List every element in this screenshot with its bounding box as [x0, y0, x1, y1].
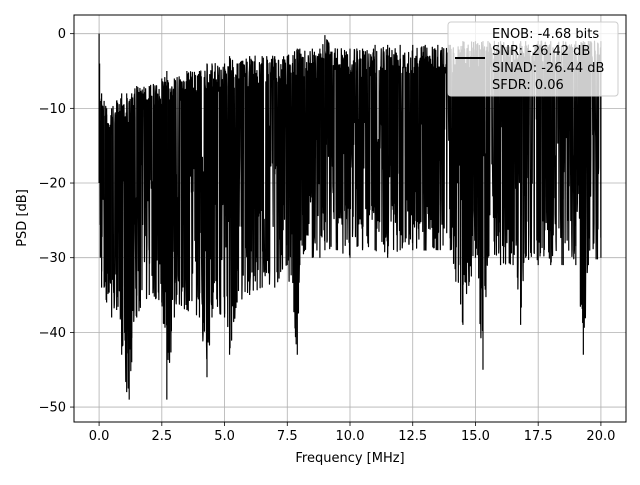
x-tick-label: 10.0	[336, 429, 365, 444]
x-tick-label: 15.0	[461, 429, 490, 444]
y-tick-label: −10	[39, 102, 66, 117]
x-tick-label: 17.5	[524, 429, 553, 444]
x-tick-label: 12.5	[398, 429, 427, 444]
legend: ENOB: -4.68 bits SNR: -26.42 dB SINAD: -…	[447, 21, 619, 97]
legend-enob: ENOB: -4.68 bits	[492, 27, 599, 42]
y-axis-label: PSD [dB]	[15, 189, 30, 247]
ticks: 0.0 2.5 5.0 7.5 10.0 12.5 15.0 17.5 20.0 0 −10 −20 −…	[39, 27, 616, 444]
x-tick-label: 0.0	[89, 429, 110, 444]
y-tick-label: −20	[39, 177, 66, 192]
x-tick-label: 2.5	[151, 429, 172, 444]
legend-box	[447, 21, 619, 97]
y-tick-label: −40	[39, 326, 66, 341]
x-axis-label: Frequency [MHz]	[295, 451, 404, 466]
x-tick-label: 20.0	[586, 429, 615, 444]
legend-sinad: SINAD: -26.44 dB	[492, 61, 604, 76]
legend-sfdr: SFDR: 0.06	[492, 78, 564, 93]
y-tick-label: −30	[39, 251, 66, 266]
x-tick-label: 5.0	[214, 429, 235, 444]
x-tick-label: 7.5	[277, 429, 298, 444]
plot-area	[98, 33, 602, 400]
y-tick-label: 0	[58, 27, 66, 42]
legend-snr: SNR: -26.42 dB	[492, 44, 590, 59]
y-tick-label: −50	[39, 401, 66, 416]
